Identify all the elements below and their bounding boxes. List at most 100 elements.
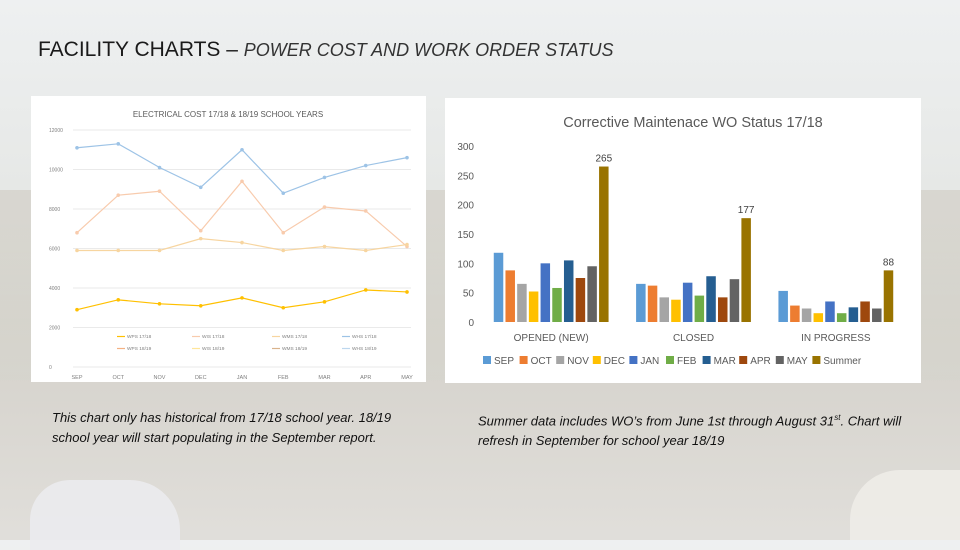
line-point-wis-17-18 xyxy=(363,209,368,213)
bar-legend-label-apr: APR xyxy=(750,356,771,367)
bar-legend-label-oct: OCT xyxy=(531,356,552,367)
line-chart-y-tick-label: 2000 xyxy=(49,326,60,332)
bar-data-label-in-progress: 88 xyxy=(883,257,895,268)
line-point-wis-17-18 xyxy=(116,193,121,197)
bar-chart-y-tick-label: 300 xyxy=(457,142,474,153)
bar-legend-swatch-feb xyxy=(666,356,674,364)
note-left: This chart only has historical from 17/1… xyxy=(52,410,392,445)
bar-chart-y-tick-label: 0 xyxy=(468,318,474,329)
line-chart-y-tick-label: 6000 xyxy=(49,247,60,253)
line-legend-label-wps-17-18: WPS 17/18 xyxy=(127,334,152,340)
line-point-wps-17-18 xyxy=(240,296,244,300)
line-point-wps-17-18 xyxy=(281,305,286,310)
bar-dec-opened-new xyxy=(528,291,539,322)
page-title-main: FACILITY CHARTS – xyxy=(38,38,244,61)
line-chart-y-tick-label: 0 xyxy=(49,365,52,371)
line-point-wms-17-18 xyxy=(157,248,162,253)
line-chart-x-tick-label-dec: DEC xyxy=(195,375,207,381)
line-point-wps-17-18 xyxy=(157,302,162,306)
line-chart-x-tick-label-apr: APR xyxy=(360,375,371,381)
line-point-wms-17-18 xyxy=(363,248,368,253)
line-point-wms-17-18 xyxy=(75,248,79,253)
bar-jan-in-progress xyxy=(825,301,835,322)
bar-nov-opened-new xyxy=(517,283,527,322)
line-legend-label-wms-18-19: WMS 18/19 xyxy=(282,346,307,352)
line-point-wms-17-18 xyxy=(198,236,203,241)
line-point-wps-17-18 xyxy=(405,290,409,294)
bar-feb-closed xyxy=(694,295,705,322)
line-point-wps-17-18 xyxy=(322,300,327,304)
bar-summer-opened-new xyxy=(599,166,609,322)
note-right-text-a: Summer data includes WO’s from June 1st … xyxy=(478,413,835,429)
line-point-wps-17-18 xyxy=(116,298,121,302)
line-point-whs-17-18 xyxy=(281,191,286,195)
line-chart-x-tick-label-jan: JAN xyxy=(237,375,247,381)
bar-legend-swatch-apr xyxy=(739,356,748,364)
bar-apr-closed xyxy=(718,297,728,322)
line-chart-x-tick-label-nov: NOV xyxy=(154,375,166,381)
bar-may-in-progress xyxy=(872,308,882,322)
bar-legend-swatch-dec xyxy=(592,356,601,364)
bar-oct-opened-new xyxy=(505,270,515,322)
line-point-wps-17-18 xyxy=(75,307,79,312)
bar-mar-in-progress xyxy=(848,307,859,322)
bar-oct-closed xyxy=(647,285,658,322)
bar-legend-swatch-summer xyxy=(812,356,821,364)
electrical-cost-chart-panel: ELECTRICAL COST 17/18 & 18/19 SCHOOL YEA… xyxy=(31,96,426,382)
bar-apr-opened-new xyxy=(575,278,586,322)
line-legend-label-wis-17-18: WIS 17/18 xyxy=(202,334,225,340)
bar-legend-label-sep: SEP xyxy=(494,356,514,367)
line-point-wms-17-18 xyxy=(405,242,409,247)
bar-sep-in-progress xyxy=(778,290,788,322)
electrical-cost-line-chart: ELECTRICAL COST 17/18 & 18/19 SCHOOL YEA… xyxy=(49,110,413,381)
work-order-status-bar-chart: Corrective Maintenace WO Status 17/18 0 50… xyxy=(457,115,895,367)
bar-chart-category-label-in-progress: IN PROGRESS xyxy=(801,333,871,344)
bar-legend-label-mar: MAR xyxy=(714,356,736,367)
line-point-whs-17-18 xyxy=(75,145,79,150)
line-point-whs-17-18 xyxy=(116,142,121,146)
bar-jan-closed xyxy=(682,282,693,322)
line-chart-y-tick-label: 10000 xyxy=(49,168,63,174)
bar-summer-in-progress xyxy=(883,270,894,322)
line-chart-x-tick-label-sep: SEP xyxy=(71,375,82,381)
bar-chart-category-label-opened-new: OPENED (NEW) xyxy=(514,333,589,344)
bar-sep-closed xyxy=(636,283,646,322)
line-chart-y-tick-label: 12000 xyxy=(49,128,63,134)
bar-legend-swatch-jan xyxy=(629,356,638,364)
line-point-whs-17-18 xyxy=(363,163,368,168)
bar-legend-swatch-nov xyxy=(556,356,565,364)
bar-legend-label-may: MAY xyxy=(787,356,808,367)
line-point-whs-17-18 xyxy=(198,185,203,190)
bar-legend-label-jan: JAN xyxy=(640,356,659,367)
line-legend-label-wms-17-18: WMS 17/18 xyxy=(282,334,307,340)
line-point-wms-17-18 xyxy=(281,248,286,253)
note-right-superscript: st xyxy=(834,413,841,422)
bar-chart-y-tick-label: 150 xyxy=(457,230,474,241)
line-legend-label-whs-17-18: WHS 17/18 xyxy=(352,334,377,340)
bar-chart-category-label-closed: CLOSED xyxy=(673,333,714,344)
bar-chart-y-tick-label: 250 xyxy=(457,171,474,182)
bar-legend-label-dec: DEC xyxy=(604,356,625,367)
bar-may-closed xyxy=(729,279,740,322)
bar-legend-swatch-oct xyxy=(519,356,528,364)
line-point-whs-17-18 xyxy=(157,165,162,170)
bar-legend-swatch-mar xyxy=(702,356,711,364)
bar-chart-title: Corrective Maintenace WO Status 17/18 xyxy=(563,115,823,131)
line-legend-label-whs-18-19: WHS 18/19 xyxy=(352,346,377,352)
line-point-whs-17-18 xyxy=(240,147,244,152)
line-series-wps-17-18 xyxy=(76,289,408,311)
bar-data-label-closed: 177 xyxy=(738,205,755,216)
line-chart-x-tick-label-feb: FEB xyxy=(278,375,289,381)
line-legend-label-wis-18-19: WIS 18/19 xyxy=(202,346,225,352)
line-point-wis-17-18 xyxy=(240,179,244,184)
line-point-wis-17-18 xyxy=(157,189,162,194)
bar-may-opened-new xyxy=(587,266,597,322)
line-legend-label-wps-18-19: WPS 18/19 xyxy=(127,346,152,352)
line-point-wis-17-18 xyxy=(281,230,286,235)
bar-legend-label-nov: NOV xyxy=(567,356,589,367)
line-point-wis-17-18 xyxy=(322,205,327,209)
bar-oct-in-progress xyxy=(790,305,800,322)
background-car-left xyxy=(30,480,180,550)
bar-legend-label-summer: Summer xyxy=(823,356,861,367)
bar-legend-swatch-sep xyxy=(483,356,491,364)
